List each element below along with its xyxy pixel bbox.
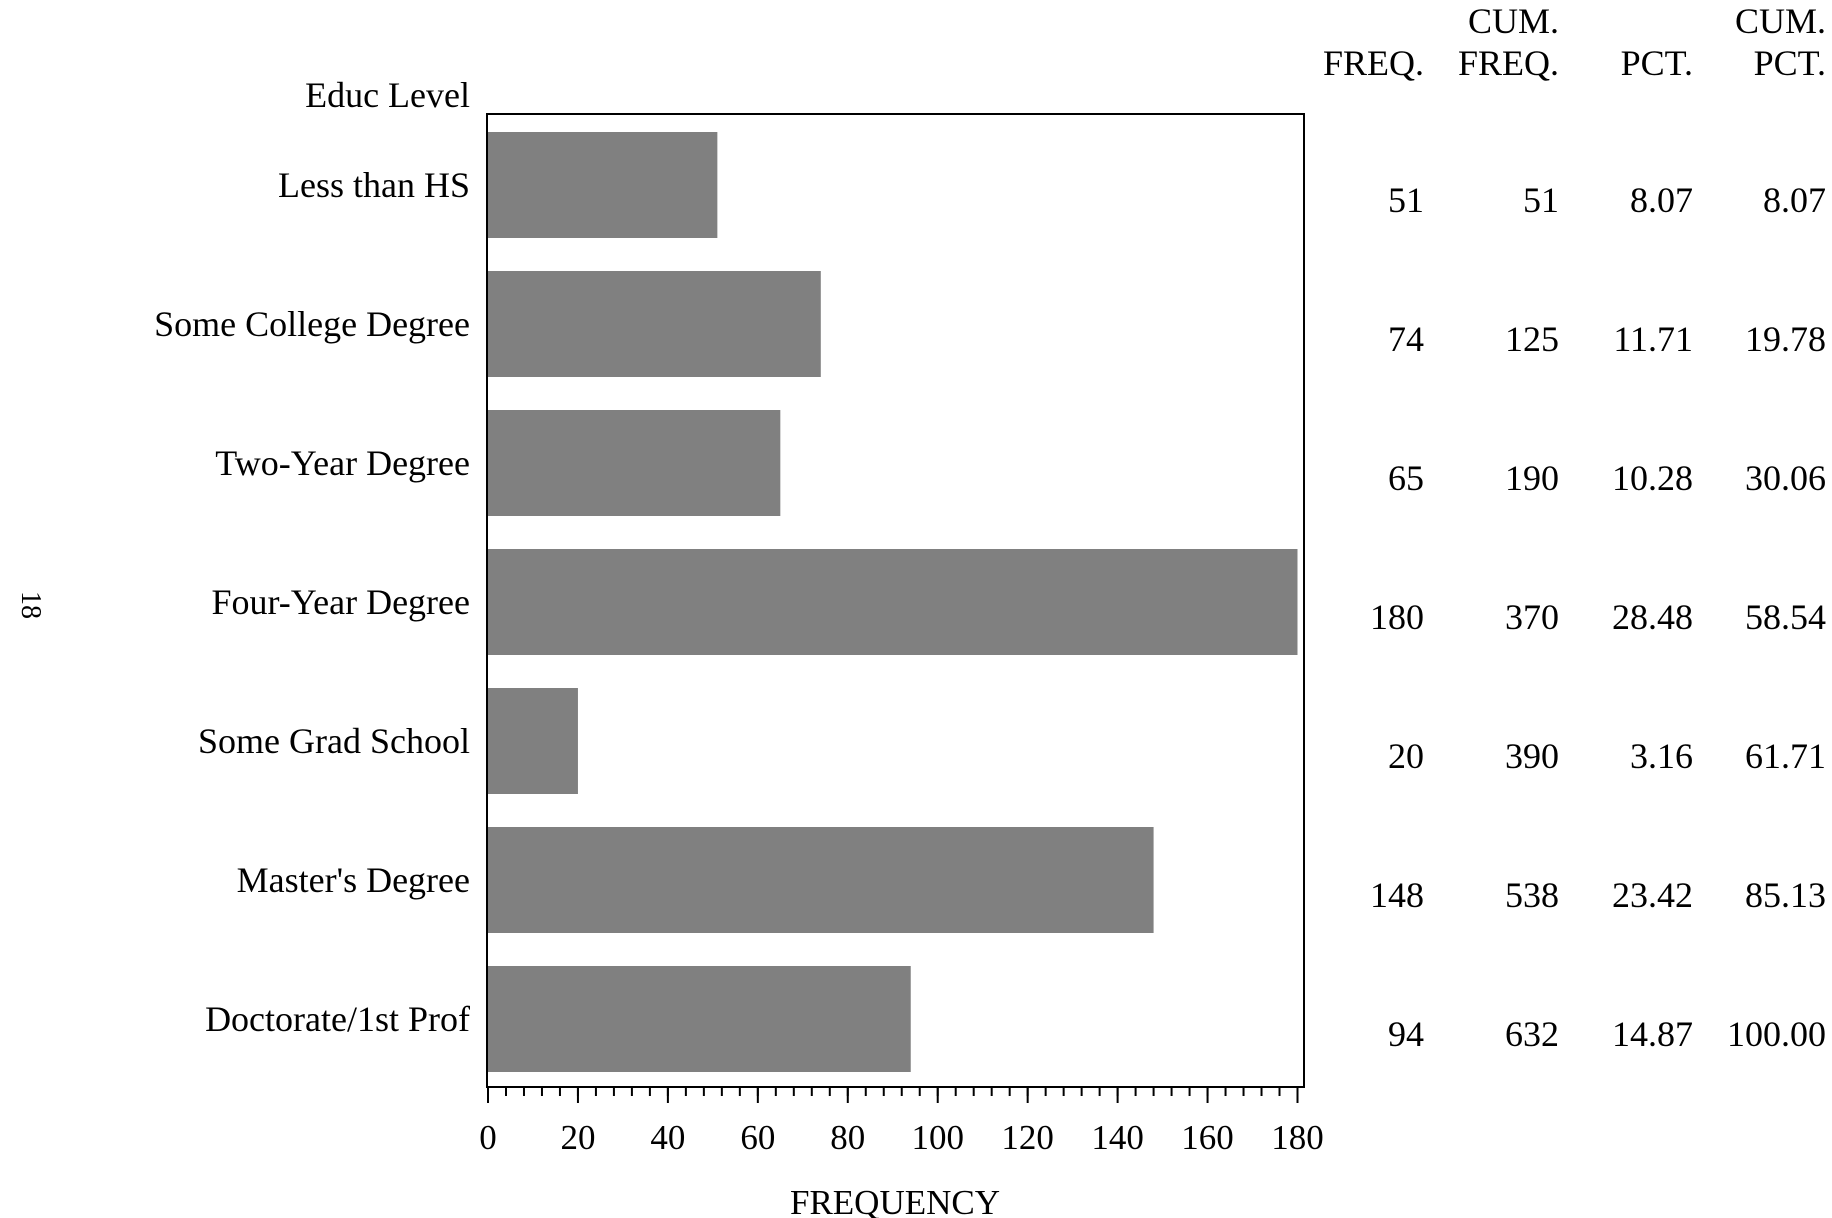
x-tick-label: 60	[740, 1118, 775, 1157]
x-tick-label: 40	[650, 1118, 685, 1157]
category-labels: Less than HS Some College Degree Two-Year …	[154, 165, 470, 1039]
stats-cell: 30.06	[1745, 458, 1826, 498]
stats-col-header: FREQ.	[1323, 43, 1424, 83]
category-label: Some College Degree	[154, 304, 470, 344]
stats-cell: 23.42	[1612, 875, 1693, 915]
stats-cell: 8.07	[1630, 180, 1693, 220]
stats-cell: 125	[1505, 319, 1559, 359]
stats-cell: 180	[1370, 597, 1424, 637]
stats-col-header: CUM.	[1468, 1, 1559, 41]
x-tick-label: 120	[1001, 1118, 1054, 1157]
stats-cell: 19.78	[1745, 319, 1826, 359]
page-number: 18	[15, 591, 46, 619]
stats-cell: 51	[1388, 180, 1424, 220]
stats-col-header: PCT.	[1754, 43, 1826, 83]
category-label: Master's Degree	[237, 860, 470, 900]
plot-frame	[486, 113, 1305, 1088]
x-tick-label: 160	[1181, 1118, 1234, 1157]
bar-1	[488, 271, 821, 377]
stats-cell: 8.07	[1763, 180, 1826, 220]
x-tick-label: 180	[1271, 1118, 1324, 1157]
bar-0	[488, 132, 718, 238]
stats-cell: 190	[1505, 458, 1559, 498]
bar-5	[488, 827, 1154, 933]
category-label: Two-Year Degree	[215, 443, 470, 483]
category-label: Less than HS	[278, 165, 470, 205]
bar-3	[488, 549, 1298, 655]
stats-cell: 370	[1505, 597, 1559, 637]
stats-table: FREQ.5174651802014894CUM.FREQ.5112519037…	[1323, 1, 1826, 1054]
stats-cell: 58.54	[1745, 597, 1826, 637]
x-axis-title: FREQUENCY	[790, 1183, 1000, 1218]
stats-cell: 20	[1388, 736, 1424, 776]
category-label: Doctorate/1st Prof	[205, 999, 470, 1039]
stats-cell: 85.13	[1745, 875, 1826, 915]
bar-2	[488, 410, 781, 516]
x-tick-label: 100	[911, 1118, 964, 1157]
x-tick-label: 20	[560, 1118, 595, 1157]
stats-col-header: CUM.	[1735, 1, 1826, 41]
x-tick-label: 0	[479, 1118, 497, 1157]
stats-cell: 61.71	[1745, 736, 1826, 776]
stats-cell: 390	[1505, 736, 1559, 776]
stats-col-header: FREQ.	[1458, 43, 1559, 83]
category-axis-label: Educ Level	[305, 75, 470, 115]
stats-cell: 28.48	[1612, 597, 1693, 637]
stats-cell: 65	[1388, 458, 1424, 498]
x-tick-label: 140	[1091, 1118, 1144, 1157]
bar-4	[488, 688, 578, 794]
x-tick-label: 80	[830, 1118, 865, 1157]
stats-cell: 51	[1523, 180, 1559, 220]
bars-group	[488, 132, 1298, 1072]
category-label: Four-Year Degree	[211, 582, 470, 622]
stats-cell: 94	[1388, 1014, 1424, 1054]
bar-6	[488, 966, 911, 1072]
stats-cell: 100.00	[1727, 1014, 1826, 1054]
stats-cell: 632	[1505, 1014, 1559, 1054]
stats-cell: 74	[1388, 319, 1424, 359]
category-label: Some Grad School	[198, 721, 470, 761]
stats-cell: 10.28	[1612, 458, 1693, 498]
stats-cell: 538	[1505, 875, 1559, 915]
x-axis: 0 20 40 60 80 100 120 140 160 180	[479, 1087, 1324, 1157]
stats-cell: 148	[1370, 875, 1424, 915]
stats-cell: 14.87	[1612, 1014, 1693, 1054]
stats-col-header: PCT.	[1621, 43, 1693, 83]
stats-cell: 11.71	[1613, 319, 1693, 359]
stats-cell: 3.16	[1630, 736, 1693, 776]
